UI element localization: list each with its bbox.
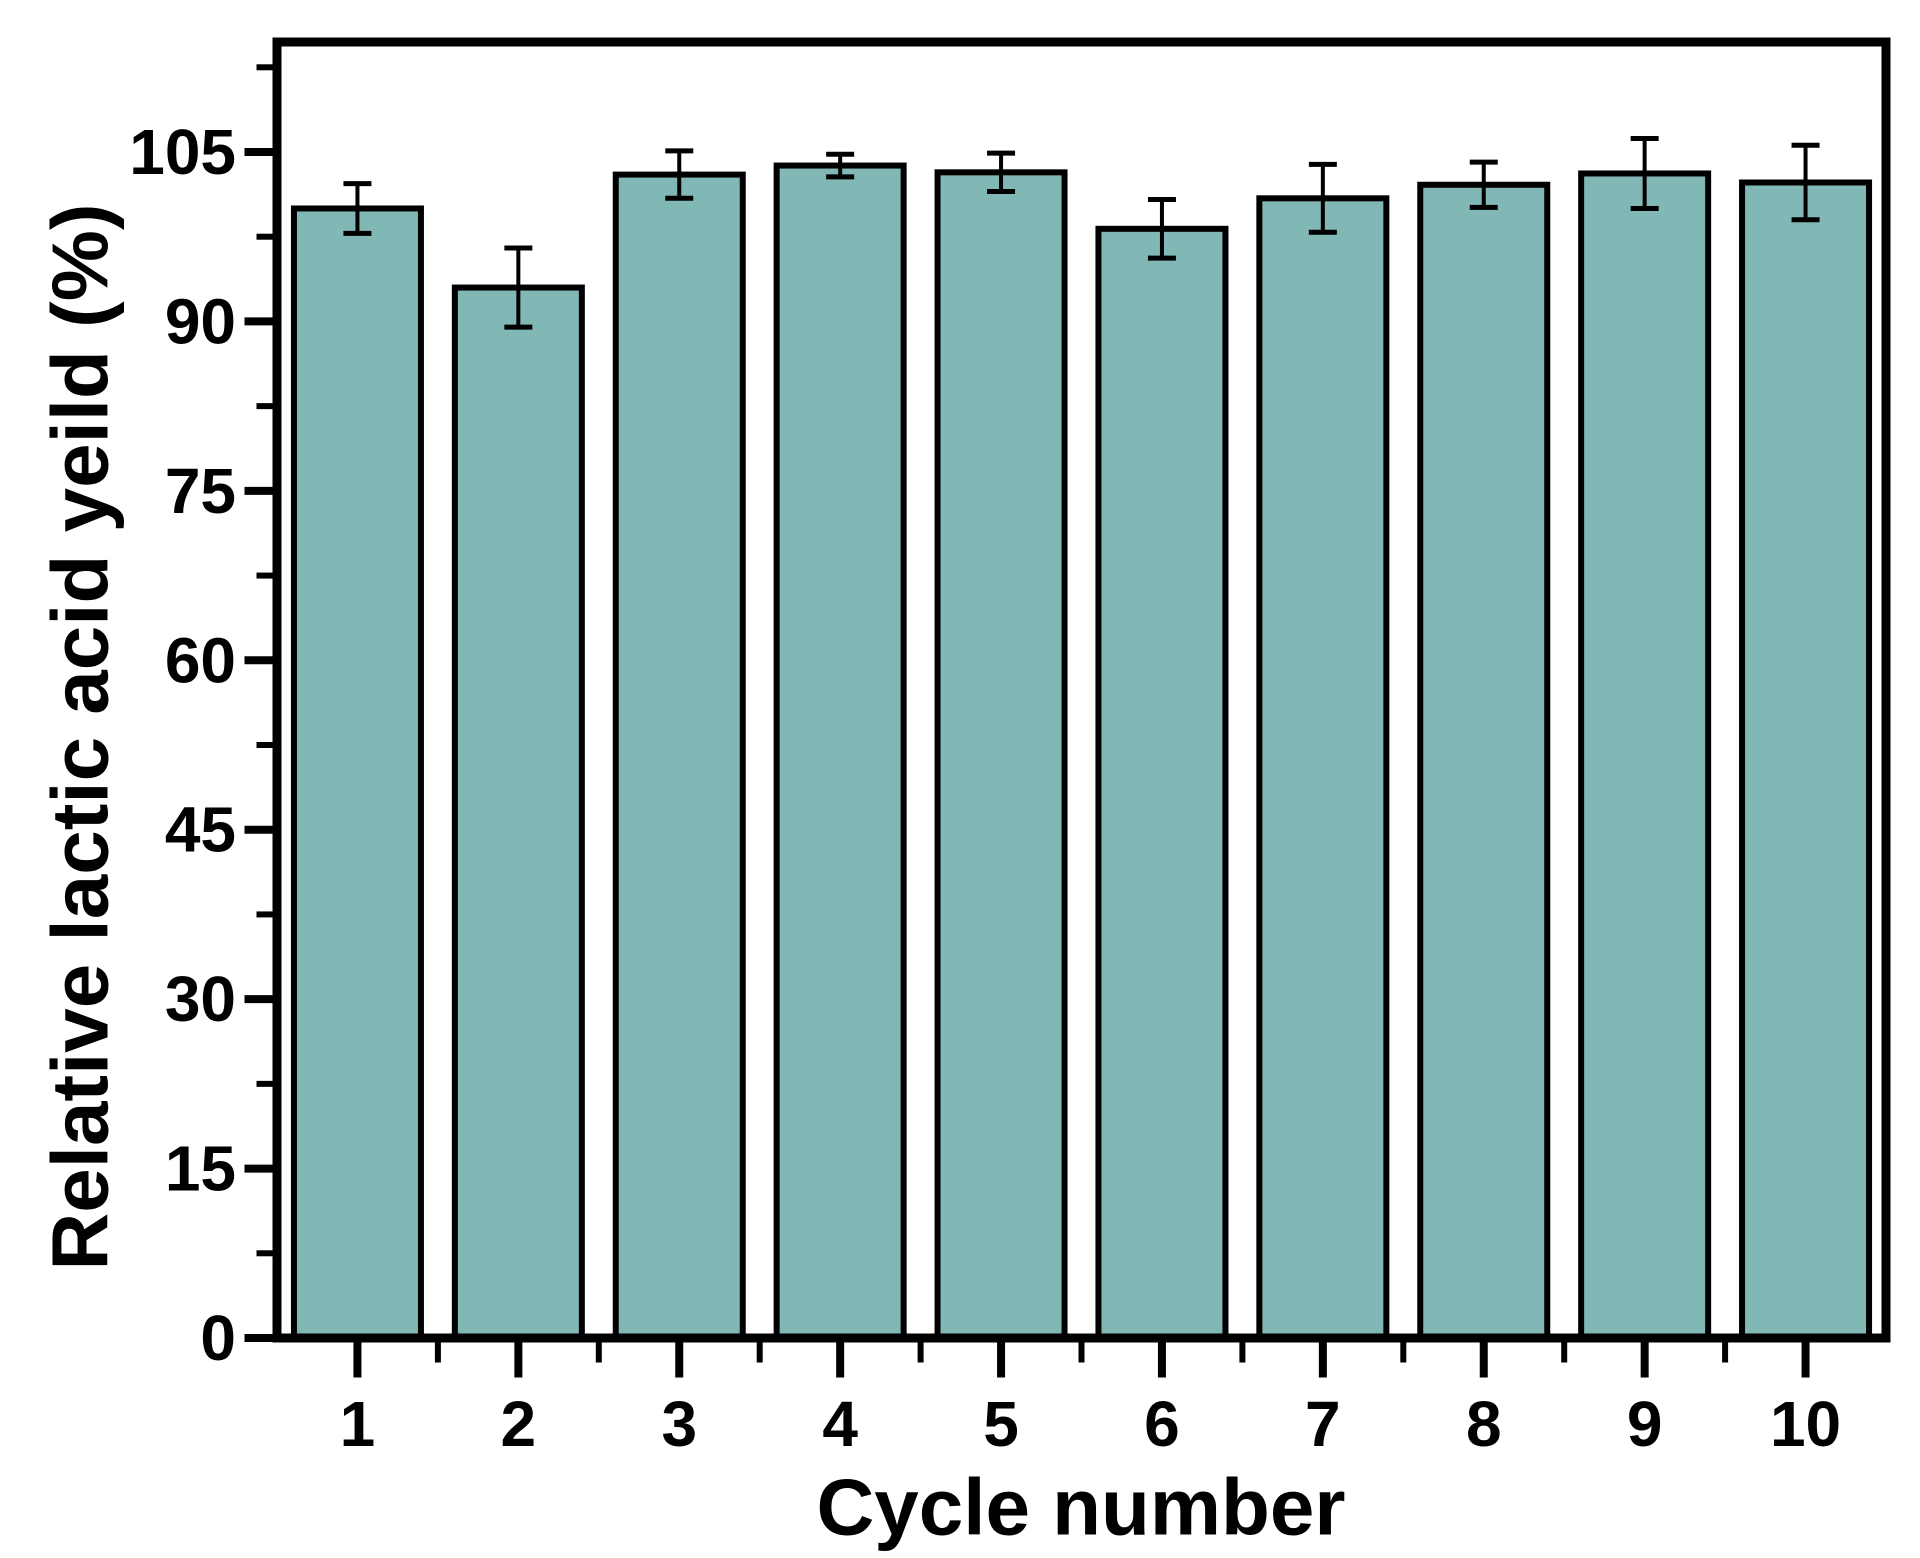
plot-border-box — [272, 37, 1891, 1343]
y-tick-label: 75 — [165, 455, 236, 527]
y-tick-label: 45 — [165, 794, 236, 866]
bar-cycle-7 — [1256, 195, 1390, 1342]
bar-cycle-10 — [1739, 179, 1873, 1341]
x-tick-label: 6 — [1144, 1388, 1180, 1460]
x-tick-label: 4 — [822, 1388, 858, 1460]
y-tick-label: 105 — [129, 116, 236, 188]
error-bar-cycle-10 — [1791, 142, 1820, 223]
x-tick-label: 2 — [501, 1388, 537, 1460]
bar-cycle-4 — [773, 162, 907, 1341]
y-tick-label: 15 — [165, 1133, 236, 1205]
y-tick-label: 0 — [200, 1302, 236, 1374]
bar-cycle-5 — [934, 169, 1068, 1341]
x-tick-label: 7 — [1305, 1388, 1341, 1460]
bar-cycle-8 — [1417, 181, 1551, 1341]
error-bar-cycle-4 — [826, 151, 855, 180]
error-bar-cycle-3 — [665, 148, 694, 201]
x-tick-label: 1 — [340, 1388, 376, 1460]
y-tick-label: 90 — [165, 285, 236, 357]
bar-cycle-9 — [1578, 170, 1712, 1342]
bar-cycle-2 — [451, 284, 585, 1341]
x-tick-label: 5 — [983, 1388, 1019, 1460]
x-axis-title: Cycle number — [816, 1463, 1345, 1552]
error-bar-cycle-1 — [343, 181, 372, 236]
x-axis-ticks: 1 2 3 4 5 6 7 8 9 10 — [340, 1342, 1841, 1460]
y-tick-label: 60 — [165, 624, 236, 696]
y-tick-label: 30 — [165, 963, 236, 1035]
error-bar-cycle-5 — [987, 150, 1016, 195]
y-axis-ticks: 0 15 30 45 60 75 90 105 — [129, 64, 273, 1374]
x-tick-label: 9 — [1627, 1388, 1663, 1460]
bar-cycle-6 — [1095, 225, 1229, 1341]
bar-cycle-3 — [612, 171, 746, 1342]
error-bars-group — [343, 135, 1820, 330]
error-bar-cycle-7 — [1308, 161, 1337, 235]
error-bar-cycle-2 — [504, 245, 533, 330]
x-tick-label: 8 — [1466, 1388, 1502, 1460]
x-tick-label: 3 — [661, 1388, 697, 1460]
x-tick-label: 10 — [1770, 1388, 1841, 1460]
error-bar-cycle-8 — [1469, 159, 1498, 210]
y-axis-title: Relative lactic acid yeild (%) — [36, 203, 125, 1270]
error-bar-cycle-9 — [1630, 135, 1659, 211]
error-bar-cycle-6 — [1147, 196, 1176, 261]
bar-cycle-1 — [290, 205, 424, 1341]
bars-group — [290, 162, 1873, 1342]
